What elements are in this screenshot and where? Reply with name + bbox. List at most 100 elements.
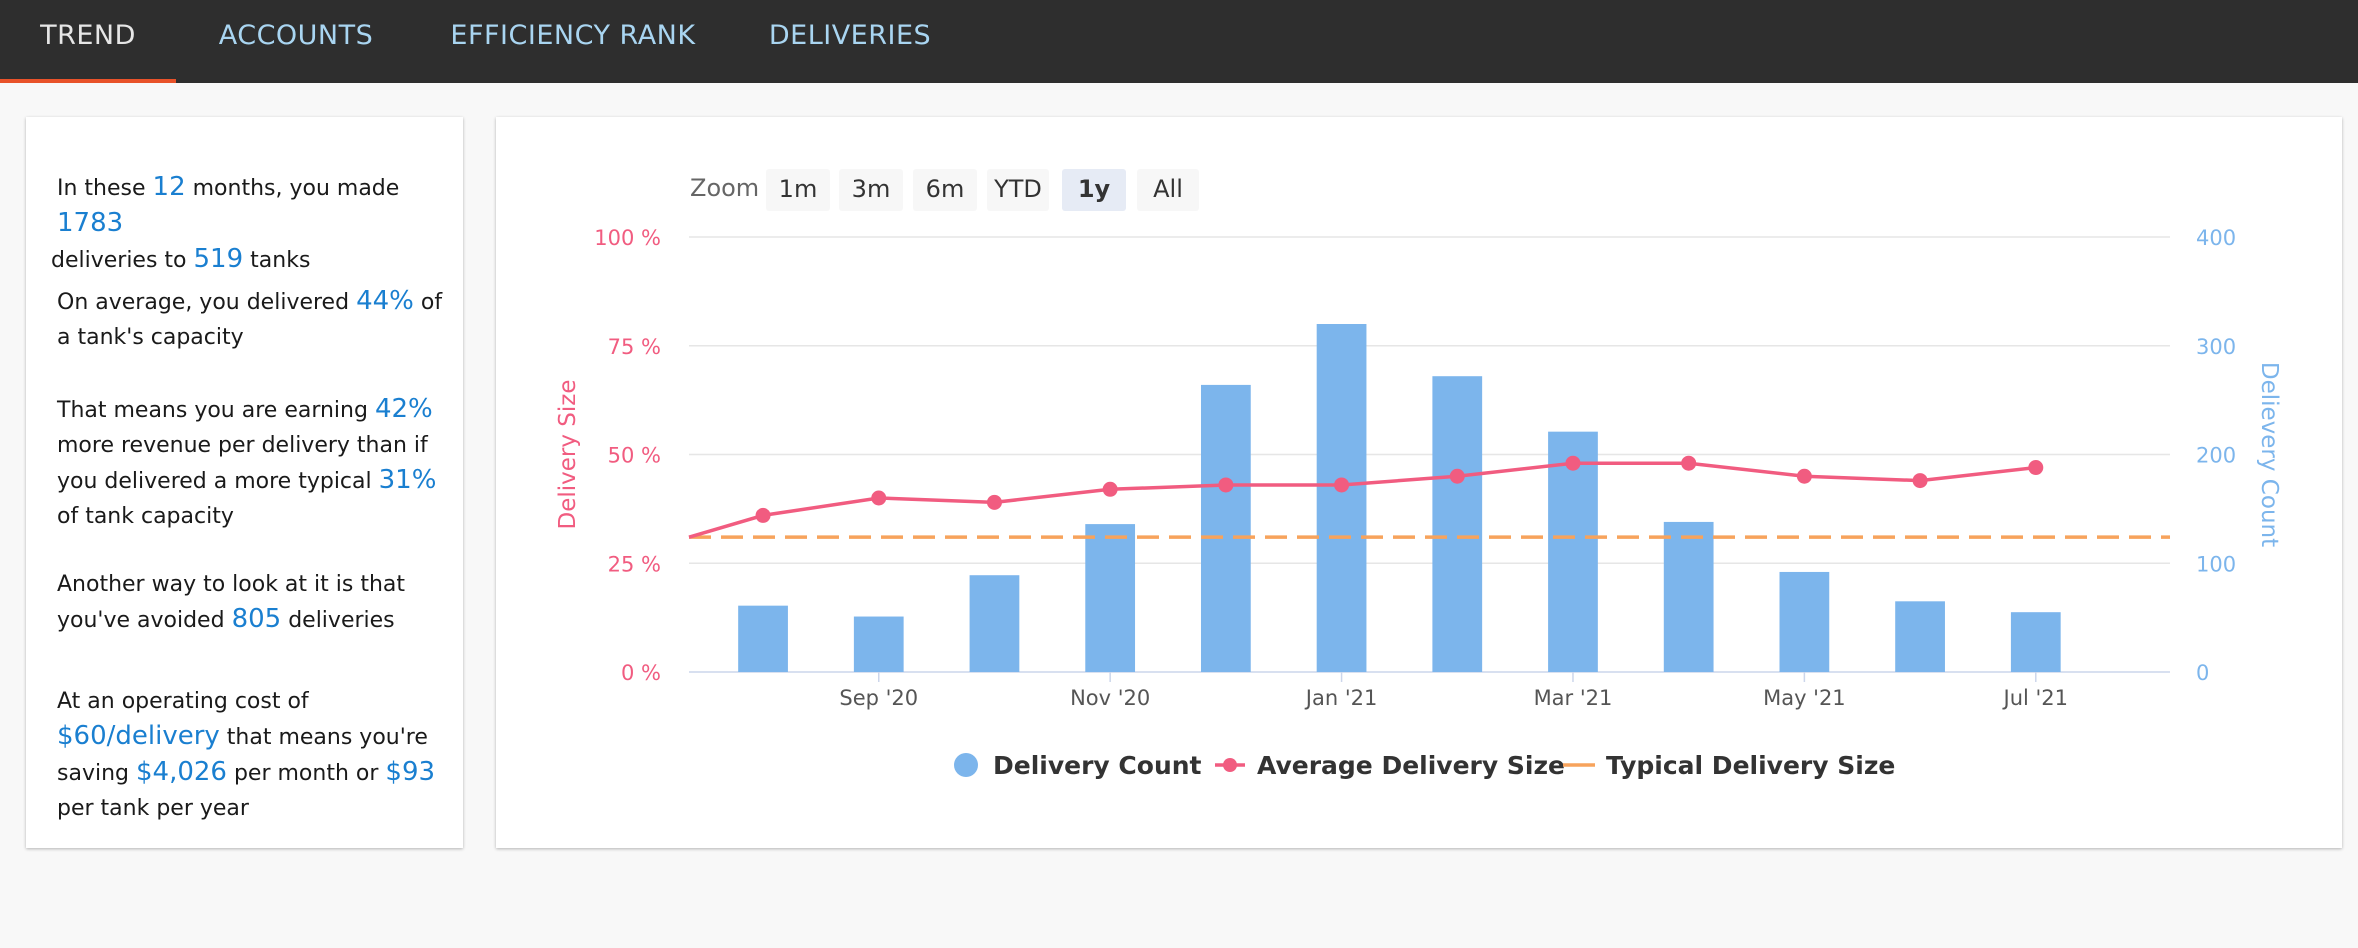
average-delivery-size-point[interactable] <box>755 507 771 523</box>
summary-text: deliveries <box>281 608 395 633</box>
zoom-button-label: YTD <box>993 175 1042 203</box>
zoom-label: Zoom <box>690 174 759 202</box>
y-right-tick-label: 100 <box>2196 552 2236 576</box>
average-delivery-size-point[interactable] <box>986 494 1002 510</box>
y-right-tick-label: 200 <box>2196 444 2236 468</box>
zoom-button-label: 3m <box>852 175 891 203</box>
summary-text: That means you are earning <box>57 398 375 423</box>
average-delivery-size-point[interactable] <box>1681 455 1697 471</box>
zoom-button-bg <box>1062 169 1126 211</box>
bar-delivery-count[interactable] <box>1316 324 1367 672</box>
zoom-button-6m[interactable]: 6m <box>913 169 977 211</box>
average-delivery-size-point[interactable] <box>1449 468 1465 484</box>
zoom-button-ytd[interactable]: YTD <box>987 169 1049 211</box>
zoom-button-3m[interactable]: 3m <box>839 169 903 211</box>
y-left-tick-label: 0 % <box>621 661 661 685</box>
x-tick-label: Mar '21 <box>1534 686 1613 710</box>
average-delivery-size-point[interactable] <box>1565 455 1581 471</box>
bar-delivery-count[interactable] <box>1895 601 1945 672</box>
legend-label: Delivery Count <box>993 751 1202 780</box>
summary-text: months, you made <box>185 176 400 201</box>
average-delivery-size-point[interactable] <box>1912 473 1928 489</box>
summary-text: per tank per year <box>57 796 249 821</box>
x-tick-label: Sep '20 <box>839 686 918 710</box>
tanks-value: 519 <box>193 244 244 274</box>
bar-delivery-count[interactable] <box>1085 524 1136 672</box>
bar-delivery-count[interactable] <box>1200 384 1251 672</box>
summary-text: At an operating cost of <box>57 689 309 714</box>
tab-efficiency-rank[interactable]: EFFICIENCY RANK <box>448 0 698 83</box>
summary-text: of a tank's capacity <box>57 290 443 350</box>
bar-delivery-count[interactable] <box>853 616 904 672</box>
zoom-button-bg <box>1137 169 1199 211</box>
zoom-button-bg <box>987 169 1049 211</box>
saving-value: $4,026 <box>135 757 227 787</box>
summary-avoided-text: Another way to look at it is that you've… <box>57 567 447 638</box>
tab-efficiency-rank-label: EFFICIENCY RANK <box>450 20 696 51</box>
summary-revenue-text: That means you are earning 42% more reve… <box>57 392 447 534</box>
legend-item-2[interactable]: Typical Delivery Size <box>1563 751 1895 780</box>
tab-deliveries[interactable]: DELIVERIES <box>760 0 940 83</box>
x-tick-label: Nov '20 <box>1070 686 1150 710</box>
tab-trend[interactable]: TREND <box>0 0 176 83</box>
y-left-tick-label: 100 % <box>594 226 661 250</box>
bar-delivery-count[interactable] <box>1548 431 1598 672</box>
y-left-axis-title: Delivery Size <box>555 380 581 530</box>
average-delivery-size-point[interactable] <box>1102 481 1118 497</box>
avoided-value: 805 <box>231 604 282 634</box>
bar-delivery-count[interactable] <box>1432 376 1483 672</box>
months-value: 12 <box>152 172 186 202</box>
x-tick-label: May '21 <box>1763 686 1846 710</box>
bar-delivery-count[interactable] <box>1779 571 1830 672</box>
zoom-button-1m[interactable]: 1m <box>766 169 830 211</box>
average-delivery-size-point[interactable] <box>1218 477 1234 493</box>
bar-delivery-count[interactable] <box>738 605 788 672</box>
delivery-chart: Zoom 1m 3m 6m YTD 1y All 0 % 25 % 50 % 75 % 100 % 0… <box>555 169 2282 780</box>
summary-text: tanks <box>243 248 311 273</box>
y-right-tick-label: 0 <box>2196 661 2209 685</box>
tab-accounts[interactable]: ACCOUNTS <box>206 0 386 83</box>
zoom-button-bg <box>913 169 977 211</box>
bar-delivery-count[interactable] <box>2010 612 2061 672</box>
y-right-tick-label: 300 <box>2196 335 2236 359</box>
cost-value: $60/delivery <box>57 721 220 751</box>
zoom-button-bg <box>766 169 830 211</box>
tab-deliveries-label: DELIVERIES <box>768 20 932 51</box>
legend-item-0[interactable]: Delivery Count <box>954 751 1202 780</box>
summary-text: more revenue per delivery than if you de… <box>57 433 428 494</box>
summary-card: In these 12 months, you made 1783 delive… <box>26 117 463 848</box>
zoom-button-label: 1y <box>1078 175 1111 203</box>
active-tab-underline <box>0 79 176 83</box>
y-left-tick-label: 75 % <box>608 335 661 359</box>
summary-average-text: On average, you delivered 44% of a tank'… <box>57 284 447 355</box>
summary-text: that means you're saving <box>57 725 428 786</box>
summary-text: of tank capacity <box>57 504 234 529</box>
deliveries-value: 1783 <box>57 208 124 238</box>
average-delivery-size-point[interactable] <box>871 490 887 506</box>
bar-delivery-count[interactable] <box>969 575 1020 672</box>
zoom-button-label: All <box>1153 175 1183 203</box>
zoom-button-1y[interactable]: 1y <box>1062 169 1126 211</box>
summary-text: In these <box>57 176 153 201</box>
legend-label: Average Delivery Size <box>1257 751 1565 780</box>
summary-saving-text: At an operating cost of $60/delivery tha… <box>57 684 447 826</box>
revenue-pct-value: 42% <box>374 394 433 424</box>
zoom-button-label: 1m <box>779 175 818 203</box>
legend-item-1[interactable]: Average Delivery Size <box>1215 751 1565 780</box>
y-right-axis-title: Delievery Count <box>2256 362 2282 547</box>
zoom-button-label: 6m <box>926 175 965 203</box>
zoom-button-bg <box>839 169 903 211</box>
summary-text: Another way to look at it is that you've… <box>57 572 406 633</box>
summary-text: per month or <box>226 761 386 786</box>
zoom-button-all[interactable]: All <box>1137 169 1199 211</box>
average-delivery-size-point[interactable] <box>1334 477 1350 493</box>
chart-card: Zoom 1m 3m 6m YTD 1y All 0 % 25 % 50 % 75 % 100 % 0… <box>496 117 2342 848</box>
per-tank-value: $93 <box>385 757 436 787</box>
average-delivery-size-point[interactable] <box>1796 468 1812 484</box>
average-delivery-size-point[interactable] <box>2028 460 2044 476</box>
y-right-tick-label: 400 <box>2196 226 2236 250</box>
x-tick-label: Jul '21 <box>2002 686 2069 710</box>
legend-marker-point <box>1223 758 1237 772</box>
bar-delivery-count[interactable] <box>1663 521 1714 672</box>
top-nav: TREND ACCOUNTS EFFICIENCY RANK DELIVERIE… <box>0 0 2358 83</box>
